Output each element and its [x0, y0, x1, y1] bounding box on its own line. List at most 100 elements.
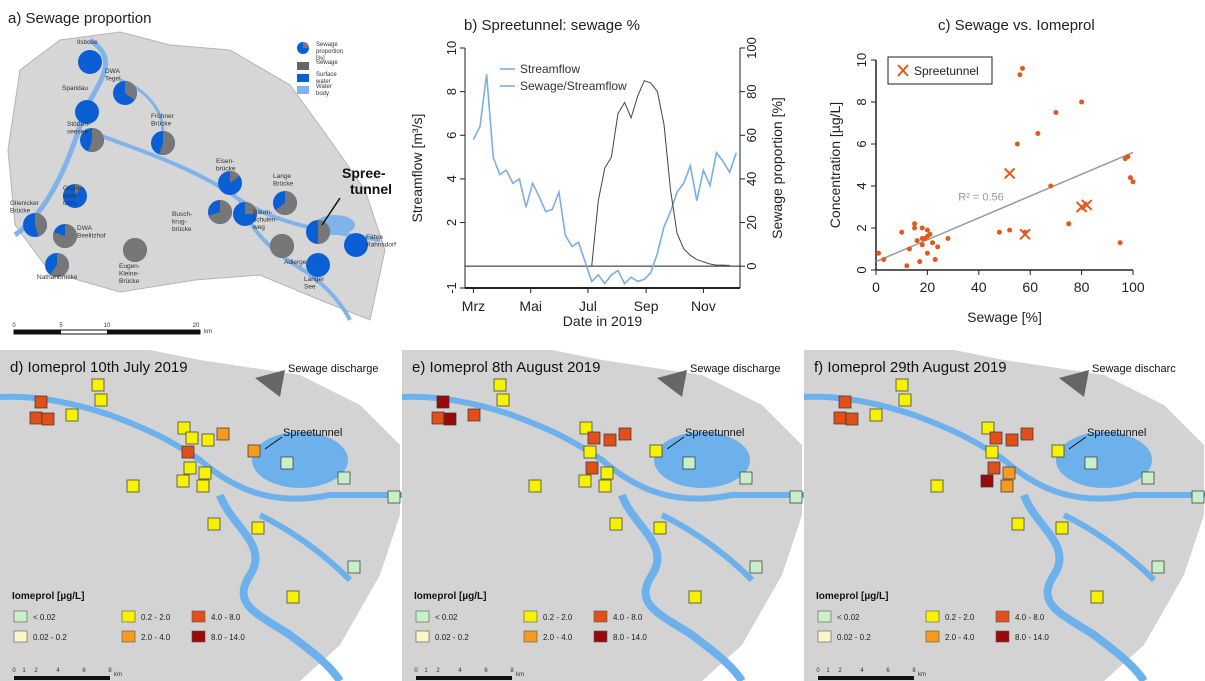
- sampling-site: [749, 560, 763, 574]
- station-circle: [306, 253, 330, 277]
- x-axis-label: Date in 2019: [563, 313, 643, 329]
- sampling-site: [280, 456, 294, 470]
- sampling-site: [869, 408, 883, 422]
- station-sewage-slice: [230, 171, 240, 183]
- sampling-site: [688, 590, 702, 604]
- legend-label: 0.02 - 0.2: [837, 633, 871, 642]
- scatter-point: [924, 250, 930, 256]
- left-tick-label: 2: [444, 219, 459, 226]
- scale-bar: [416, 676, 512, 680]
- scale-tick: 8: [108, 668, 112, 674]
- sampling-site: [980, 474, 994, 488]
- x-tick-label: 0: [872, 279, 880, 295]
- legend-label: 0.2 - 2.0: [543, 613, 573, 622]
- scale-tick: 4: [56, 668, 60, 674]
- legend-title: Iomeprol [µg/L]: [414, 591, 486, 602]
- legend-label: < 0.02: [33, 613, 56, 622]
- scale-tick: 2: [838, 668, 842, 674]
- sewage-proportion-map: Sewage proportion [%]Sewage Surface waterWat…: [7, 31, 396, 335]
- sampling-site: [838, 395, 852, 409]
- map-title: f) Iomeprol 29th August 2019: [814, 359, 1007, 376]
- canal: [258, 512, 353, 583]
- canal: [1062, 512, 1157, 583]
- scatter-point: [1017, 72, 1023, 78]
- sampling-site: [65, 408, 79, 422]
- legend-swatch: [995, 630, 1010, 643]
- sampling-site: [177, 421, 191, 435]
- sampling-site: [183, 461, 197, 475]
- scatter-point: [919, 225, 925, 231]
- scatter-point: [930, 240, 936, 246]
- scatter-point: [1019, 65, 1025, 71]
- left-tick-label: 6: [444, 132, 459, 139]
- legend-swatch: [593, 610, 608, 623]
- scale-tick: 0: [816, 668, 820, 674]
- sampling-site: [347, 560, 361, 574]
- legend-label: 8.0 - 14.0: [613, 633, 647, 642]
- panel-c: c) Sewage vs. Iomeprol 0 20 40 60 80 100 0 2 4 6 8 1…: [790, 0, 1205, 345]
- scatter-point: [996, 229, 1002, 235]
- sampling-site: [126, 479, 140, 493]
- station-sewage-slice: [270, 234, 294, 258]
- x-tick-label: Sep: [634, 298, 659, 314]
- panel-a-title: a) Sewage proportion: [8, 10, 152, 27]
- sampling-site: [981, 421, 995, 435]
- sampling-site: [196, 479, 210, 493]
- sampling-site: [337, 471, 351, 485]
- sampling-site: [653, 521, 667, 535]
- scatter-point: [914, 238, 920, 244]
- spreetunnel-pointer: [666, 436, 685, 450]
- sampling-site: [682, 456, 696, 470]
- lake-mueggelsee: [1056, 432, 1152, 488]
- legend-swatch: [415, 610, 430, 623]
- scale-tick: 1: [424, 668, 428, 674]
- y-tick-label: 4: [854, 182, 869, 189]
- station-sewage-slice: [159, 131, 176, 155]
- scatter-point: [906, 246, 912, 252]
- sampling-site: [34, 395, 48, 409]
- scatter-point: [1130, 179, 1136, 185]
- scale-tick: 0: [12, 668, 16, 674]
- legend-swatch: [995, 610, 1010, 623]
- sampling-site: [609, 517, 623, 531]
- scatter-point: [1007, 227, 1013, 233]
- highlight-label: tunnel: [350, 181, 392, 197]
- scatter-point: [1125, 154, 1131, 160]
- legend-swatch: [593, 630, 608, 643]
- series-line-streamflow: [472, 74, 737, 285]
- sampling-site: [895, 378, 909, 392]
- sampling-site: [286, 590, 300, 604]
- station-label: Eugen-Kleine-Brücke: [119, 263, 140, 285]
- x-tick-label: Mrz: [462, 298, 485, 314]
- sampling-site: [898, 393, 912, 407]
- sampling-site: [987, 461, 1001, 475]
- streamflow-chart: b) Spreetunnel: sewage %-124681002040608…: [409, 17, 785, 329]
- legend-label: 2.0 - 4.0: [141, 633, 171, 642]
- station-circle: [75, 100, 99, 124]
- y-axis-label: Concentration [µg/L]: [827, 102, 843, 228]
- legend-swatch: [925, 610, 940, 623]
- right-tick-label: 0: [744, 263, 759, 270]
- sewage-discharge-label: Sewage discharge: [288, 363, 379, 375]
- station-sewage-slice: [53, 224, 77, 249]
- x-tick-label: Mai: [519, 298, 542, 314]
- legend-label: 2.0 - 4.0: [945, 633, 975, 642]
- scale-tick: 6: [886, 668, 890, 674]
- panel-d: d) Iomeprol 10th July 2019 Sewage dischar…: [0, 345, 402, 681]
- sampling-site: [583, 445, 597, 459]
- legend-swatch: [817, 610, 832, 623]
- lake-mueggelsee: [252, 432, 348, 488]
- scatter-point: [917, 259, 923, 265]
- sampling-site: [579, 421, 593, 435]
- legend-swatch: [523, 610, 538, 623]
- sampling-site: [985, 445, 999, 459]
- station-sewage-slice: [245, 202, 257, 214]
- sampling-site: [247, 444, 261, 458]
- scale-bar-segment: [14, 330, 61, 334]
- canal: [660, 512, 755, 583]
- legend-label: Surface water: [315, 72, 337, 85]
- scale-tick: 20: [193, 323, 200, 329]
- sampling-site: [845, 412, 859, 426]
- sampling-site: [1011, 517, 1025, 531]
- map-title: d) Iomeprol 10th July 2019: [10, 359, 188, 376]
